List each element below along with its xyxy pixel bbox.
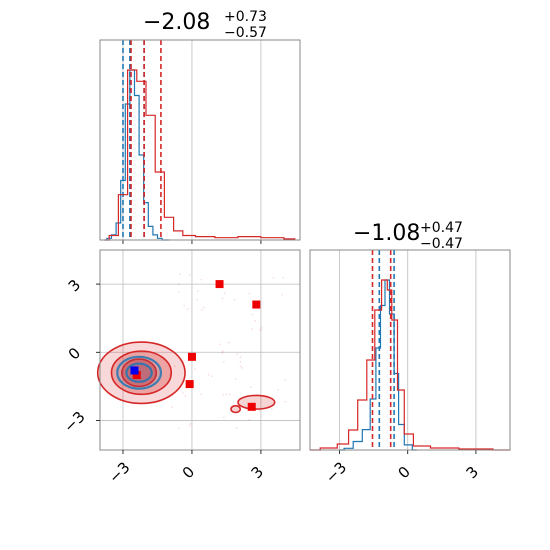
joint-sample-point — [225, 393, 228, 396]
joint-sample-point — [227, 341, 230, 344]
title-param-1-median: −2.08 — [143, 10, 210, 35]
joint-sample-point — [177, 291, 180, 293]
joint-red-marker-2 — [187, 352, 196, 361]
joint-sample-point — [272, 276, 275, 279]
joint-blue-marker-0 — [130, 366, 139, 375]
joint-sample-point — [169, 373, 171, 376]
joint-sample-point — [202, 306, 205, 309]
marginal-2-series-0-histogram — [339, 279, 417, 451]
joint-sample-point — [182, 360, 185, 362]
joint-sample-point — [223, 292, 226, 294]
title-param-2-plus: +0.47 — [420, 220, 463, 236]
joint-sample-point — [222, 350, 224, 353]
joint-sample-point — [277, 388, 279, 391]
joint-sample-point — [186, 308, 189, 310]
joint-red-marker-4 — [247, 402, 256, 411]
marginal-1-series-1-histogram — [104, 69, 296, 241]
marginal-2-xtick-label-0: −3 — [322, 458, 350, 486]
marginal-1-frame — [99, 39, 301, 241]
joint-contour-panel: −3 0 3 −3 0 3 — [60, 249, 301, 487]
joint-sample-point — [221, 297, 224, 300]
marginal-2-frame — [309, 249, 511, 451]
joint-ytick-label-0: −3 — [60, 408, 88, 436]
joint-red-marker-0 — [215, 280, 224, 289]
joint-sample-point — [254, 320, 256, 322]
marginal-2-series-1-histogram — [310, 279, 510, 451]
joint-sample-point — [189, 423, 192, 425]
joint-red-island-0 — [237, 394, 276, 410]
joint-sample-point — [260, 327, 263, 329]
joint-sample-point — [228, 393, 231, 396]
joint-sample-point — [284, 400, 287, 403]
joint-sample-point — [221, 352, 224, 354]
joint-xtick-label-1: 0 — [179, 463, 198, 482]
joint-sample-point — [223, 416, 225, 419]
joint-sample-point — [183, 304, 186, 307]
title-param-2: −1.08 — [353, 221, 420, 246]
joint-ytick-label-1: 0 — [65, 344, 84, 363]
joint-sample-point — [171, 406, 173, 409]
joint-red-marker-5 — [132, 371, 141, 379]
joint-sample-point — [281, 294, 283, 296]
marginal-2-xtick-label-2: 3 — [463, 463, 482, 482]
marginal-histogram-param-2: −3 0 3 — [309, 249, 511, 487]
title-param-1-plus: +0.73 — [224, 9, 267, 25]
joint-red-marker-1 — [252, 300, 261, 309]
joint-sample-point — [270, 407, 273, 410]
title-param-1: −2.08 — [143, 10, 210, 35]
joint-ytick-label-2: 3 — [65, 276, 84, 295]
joint-sample-point — [219, 343, 221, 346]
joint-sample-point — [259, 329, 261, 331]
title-param-2-median: −1.08 — [353, 221, 420, 246]
joint-sample-point — [258, 410, 261, 412]
joint-sample-point — [177, 283, 180, 286]
joint-sample-point — [239, 356, 242, 358]
joint-xtick-label-0: −3 — [105, 458, 133, 486]
joint-sample-point — [239, 365, 242, 368]
title-param-1-minus: −0.57 — [224, 25, 267, 41]
joint-sample-point — [207, 374, 210, 376]
marginal-1-series-0-histogram — [104, 69, 169, 241]
joint-sample-point — [173, 365, 176, 368]
joint-sample-point — [184, 395, 187, 398]
joint-sample-point — [248, 292, 251, 295]
joint-sample-point — [233, 298, 236, 301]
joint-sample-point — [211, 375, 213, 377]
joint-sample-point — [179, 273, 181, 276]
joint-red-island-1 — [230, 404, 242, 414]
joint-sample-point — [239, 360, 242, 363]
joint-sample-point — [178, 427, 180, 430]
joint-sample-point — [251, 328, 253, 330]
joint-sample-point — [182, 392, 184, 394]
joint-sample-point — [251, 313, 254, 316]
joint-sample-point — [241, 367, 244, 369]
joint-sample-point — [188, 274, 191, 276]
joint-sample-point — [235, 427, 238, 429]
joint-red-marker-3 — [185, 380, 194, 389]
joint-sample-point — [236, 353, 239, 356]
joint-sample-point — [200, 393, 202, 395]
joint-sample-point — [194, 368, 196, 371]
joint-sample-point — [196, 298, 198, 301]
title-param-2-minus: −0.47 — [420, 236, 463, 252]
joint-sample-point — [282, 276, 285, 279]
joint-xtick-label-2: 3 — [248, 463, 267, 482]
joint-sample-point — [222, 394, 225, 396]
marginal-histogram-param-1 — [99, 39, 301, 244]
joint-sample-point — [201, 309, 203, 311]
joint-sample-point — [234, 378, 237, 381]
joint-frame — [99, 249, 301, 451]
joint-sample-point — [248, 418, 250, 421]
joint-sample-point — [250, 386, 252, 388]
joint-sample-point — [200, 278, 203, 281]
joint-sample-point — [223, 361, 225, 363]
joint-sample-point — [284, 379, 287, 381]
joint-sample-point — [188, 425, 191, 427]
marginal-2-xtick-label-1: 0 — [394, 463, 413, 482]
joint-sample-point — [197, 290, 199, 292]
